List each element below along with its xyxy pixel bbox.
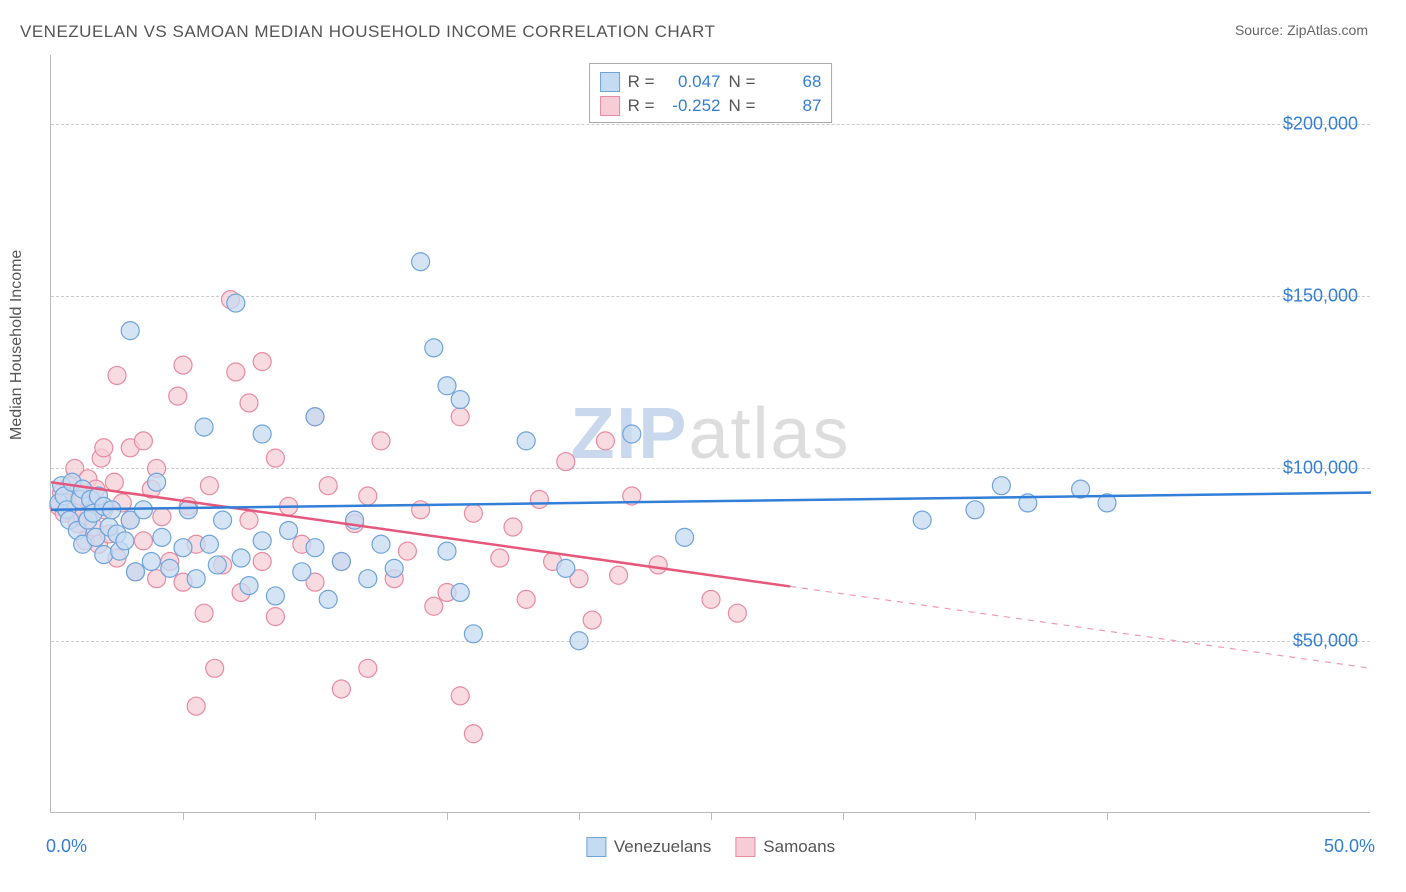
stat-value-r-samoans: -0.252 [663,94,721,118]
stat-label-n: N = [729,94,756,118]
legend-item-venezuelans: Venezuelans [586,837,711,857]
legend-swatch-samoans [735,837,755,857]
legend-swatch-venezuelans [586,837,606,857]
swatch-samoans [600,96,620,116]
chart-title: VENEZUELAN VS SAMOAN MEDIAN HOUSEHOLD IN… [20,22,715,42]
x-tick [711,812,712,820]
stat-label-n: N = [729,70,756,94]
series-legend: Venezuelans Samoans [586,837,835,857]
swatch-venezuelans [600,72,620,92]
stat-value-n-venezuelans: 68 [763,70,821,94]
stats-row-samoans: R = -0.252 N = 87 [600,94,822,118]
y-axis-label: Median Household Income [8,250,26,440]
x-tick [975,812,976,820]
stat-value-n-samoans: 87 [763,94,821,118]
x-tick [183,812,184,820]
source-attribution: Source: ZipAtlas.com [1235,22,1368,38]
x-axis-min-label: 0.0% [46,836,87,857]
legend-item-samoans: Samoans [735,837,835,857]
legend-label-venezuelans: Venezuelans [614,837,711,857]
x-tick [579,812,580,820]
x-axis-max-label: 50.0% [1324,836,1375,857]
x-tick [447,812,448,820]
stats-legend: R = 0.047 N = 68 R = -0.252 N = 87 [589,63,833,123]
stat-label-r: R = [628,94,655,118]
scatter-plot-svg [51,55,1370,812]
stat-value-r-venezuelans: 0.047 [663,70,721,94]
legend-label-samoans: Samoans [763,837,835,857]
x-tick [843,812,844,820]
stats-row-venezuelans: R = 0.047 N = 68 [600,70,822,94]
x-tick [1107,812,1108,820]
stat-label-r: R = [628,70,655,94]
x-tick [315,812,316,820]
chart-area: ZIPatlas $50,000$100,000$150,000$200,000… [50,55,1370,813]
